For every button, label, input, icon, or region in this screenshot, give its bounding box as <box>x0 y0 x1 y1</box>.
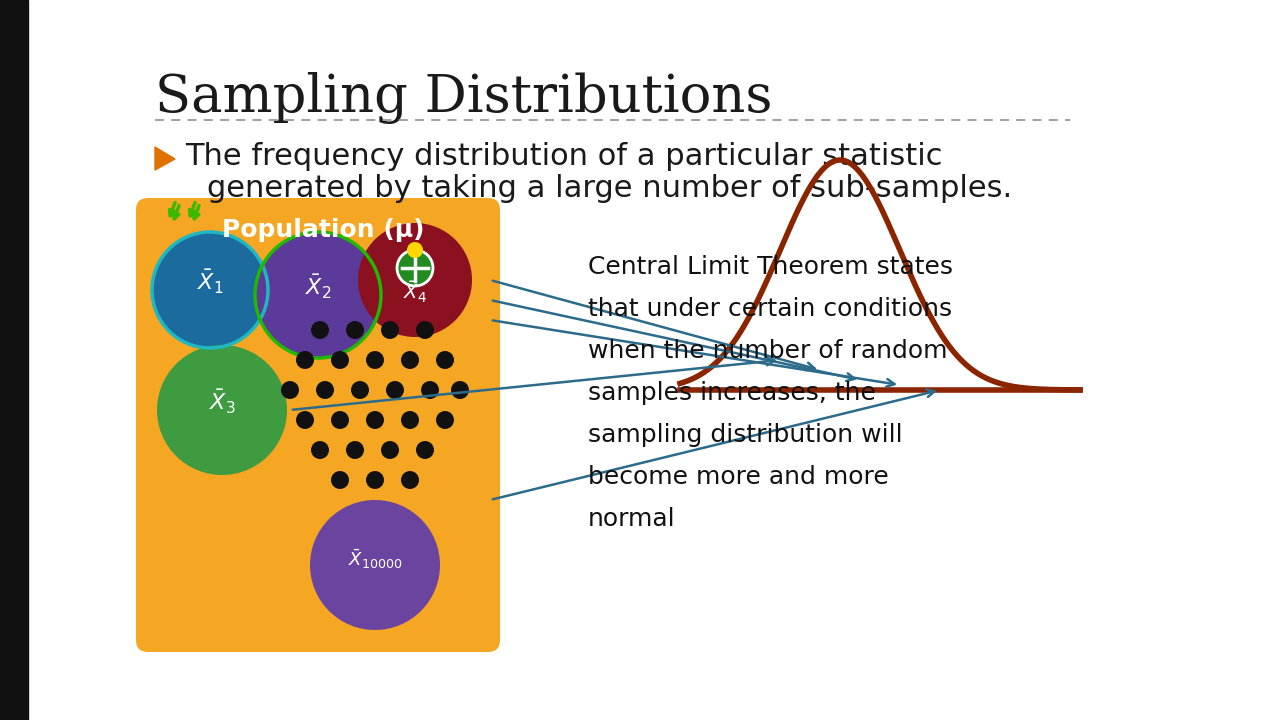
Text: Central Limit Theorem states: Central Limit Theorem states <box>588 255 954 279</box>
Circle shape <box>387 381 404 399</box>
Circle shape <box>332 471 349 489</box>
Text: normal: normal <box>588 507 676 531</box>
Circle shape <box>416 321 434 339</box>
Circle shape <box>381 321 399 339</box>
FancyBboxPatch shape <box>136 198 500 652</box>
Circle shape <box>310 500 440 630</box>
Circle shape <box>311 321 329 339</box>
Circle shape <box>401 471 419 489</box>
Circle shape <box>436 411 454 429</box>
Circle shape <box>421 381 439 399</box>
Circle shape <box>358 223 472 337</box>
Text: The frequency distribution of a particular statistic: The frequency distribution of a particul… <box>186 142 942 171</box>
Circle shape <box>366 411 384 429</box>
Circle shape <box>346 441 364 459</box>
Text: $\bar{X}_4$: $\bar{X}_4$ <box>403 279 428 305</box>
Text: samples increases, the: samples increases, the <box>588 381 876 405</box>
Circle shape <box>401 411 419 429</box>
Text: Sampling Distributions: Sampling Distributions <box>155 72 773 124</box>
Circle shape <box>366 471 384 489</box>
Text: $\bar{X}_{10000}$: $\bar{X}_{10000}$ <box>348 547 402 571</box>
Text: that under certain conditions: that under certain conditions <box>588 297 952 321</box>
Polygon shape <box>155 147 175 170</box>
Text: $\bar{X}_1$: $\bar{X}_1$ <box>197 268 224 296</box>
Circle shape <box>397 250 433 286</box>
Circle shape <box>451 381 468 399</box>
Text: become more and more: become more and more <box>588 465 888 489</box>
Circle shape <box>316 381 334 399</box>
Circle shape <box>346 321 364 339</box>
Circle shape <box>332 411 349 429</box>
Circle shape <box>351 381 369 399</box>
Circle shape <box>416 441 434 459</box>
Text: sampling distribution will: sampling distribution will <box>588 423 902 447</box>
Circle shape <box>407 242 422 258</box>
Circle shape <box>332 351 349 369</box>
Circle shape <box>366 351 384 369</box>
Circle shape <box>296 351 314 369</box>
Text: $\bar{X}_3$: $\bar{X}_3$ <box>209 388 236 416</box>
Circle shape <box>401 351 419 369</box>
Bar <box>0 0 28 720</box>
Circle shape <box>436 351 454 369</box>
Circle shape <box>255 232 381 358</box>
Circle shape <box>311 441 329 459</box>
Text: $\bar{X}_2$: $\bar{X}_2$ <box>305 273 332 301</box>
Text: when the number of random: when the number of random <box>588 339 947 363</box>
Circle shape <box>157 345 287 475</box>
Text: generated by taking a large number of sub-samples.: generated by taking a large number of su… <box>207 174 1012 203</box>
Circle shape <box>282 381 300 399</box>
Circle shape <box>381 441 399 459</box>
Text: Population (μ): Population (μ) <box>221 218 425 242</box>
Circle shape <box>152 232 268 348</box>
Circle shape <box>296 411 314 429</box>
